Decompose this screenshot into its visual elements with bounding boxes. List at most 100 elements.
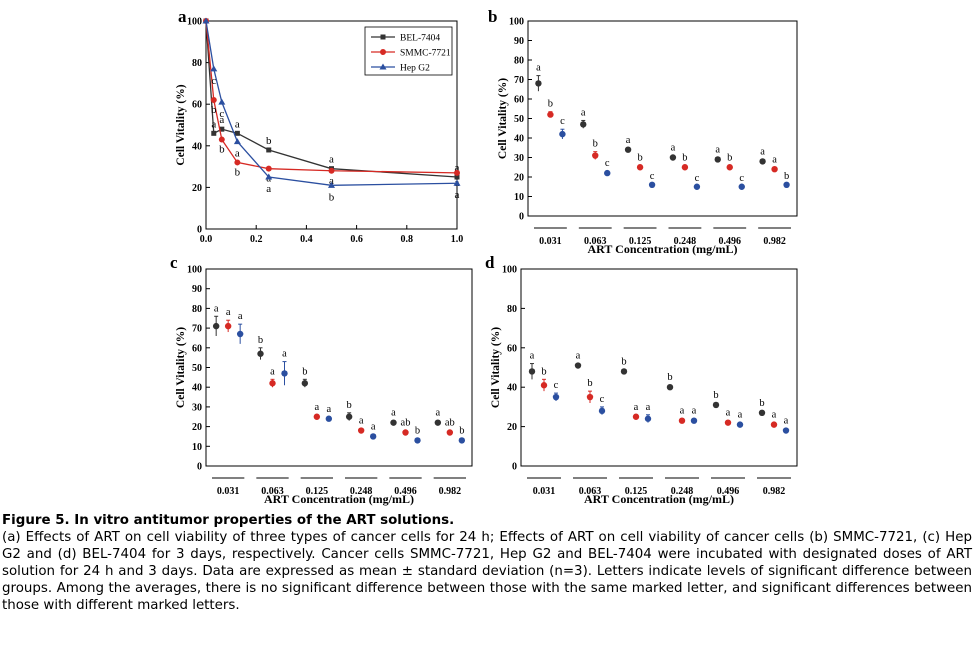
plot-frame <box>205 268 473 467</box>
data-point <box>759 158 766 165</box>
significance-letter: a <box>455 162 460 174</box>
legend-marker <box>379 63 387 70</box>
significance-letter: a <box>536 63 541 74</box>
significance-letter: a <box>214 303 219 314</box>
data-point <box>712 401 720 409</box>
x-tick-label: 0.2 <box>250 234 263 245</box>
data-point <box>738 183 745 190</box>
significance-letter: a <box>266 183 271 195</box>
y-tick-label: 0 <box>512 462 517 473</box>
data-point <box>390 419 397 426</box>
data-point <box>736 421 744 428</box>
significance-letter: b <box>667 372 672 383</box>
data-point <box>236 330 244 338</box>
significance-letter: b <box>621 356 626 367</box>
significance-letter: a <box>646 402 651 413</box>
significance-letter: b <box>548 99 553 110</box>
y-tick-label: 20 <box>507 422 517 433</box>
x-tick-label: 1.0 <box>451 234 464 245</box>
x-category-label: 0.982 <box>763 236 786 247</box>
caption-text: (a) Effects of ART on cell viability of … <box>2 530 972 613</box>
legend-label: Hep G2 <box>400 64 430 74</box>
x-category-label: 0.982 <box>439 486 462 497</box>
data-point <box>218 136 225 143</box>
significance-letter: ab <box>445 418 455 429</box>
x-tick-label: 0.8 <box>401 234 414 245</box>
x-category-label: 0.248 <box>671 486 694 497</box>
data-point <box>592 152 599 159</box>
panel-label-c: c <box>170 253 178 272</box>
data-point <box>598 407 606 415</box>
significance-letter: a <box>235 148 240 160</box>
significance-letter: b <box>727 152 732 163</box>
x-category-label: 0.063 <box>579 486 602 497</box>
plot-frame <box>205 20 458 230</box>
y-tick-label: 10 <box>192 442 202 453</box>
significance-letter: a <box>626 135 631 146</box>
significance-letter: a <box>226 307 231 318</box>
data-point <box>328 167 335 174</box>
panel-a: a 0 20 40 60 80 100 Cell Vitality (%) 0.0 0.2 0.4 0… <box>175 7 463 245</box>
x-axis-label: ART Concentration (mg/mL) <box>264 492 414 506</box>
significance-letter: c <box>600 394 605 405</box>
y-tick-label: 50 <box>192 363 202 374</box>
legend-label: SMMC-7721 <box>400 49 451 59</box>
y-tick-label: 80 <box>507 304 517 315</box>
y-tick-label: 20 <box>192 422 202 433</box>
panel-label-b: b <box>488 7 497 26</box>
data-point <box>632 413 640 420</box>
significance-letter: b <box>713 390 718 401</box>
data-point <box>266 147 272 153</box>
significance-letter: a <box>530 351 535 362</box>
y-tick-label: 80 <box>192 304 202 315</box>
significance-letter: b <box>302 366 307 377</box>
y-tick-label: 100 <box>502 265 517 276</box>
data-point <box>678 417 686 424</box>
data-point <box>313 413 321 420</box>
y-tick-label: 20 <box>514 173 524 184</box>
data-point <box>402 429 409 436</box>
y-tick-label: 90 <box>192 284 202 295</box>
significance-letter: a <box>329 175 334 187</box>
panel-label-d: d <box>485 253 495 272</box>
data-point <box>218 98 226 105</box>
data-point <box>210 65 218 72</box>
y-axis-label: Cell Vitality (%) <box>175 84 187 165</box>
y-tick-label: 10 <box>514 192 524 203</box>
significance-letter: a <box>680 406 685 417</box>
y-tick-label: 50 <box>514 114 524 125</box>
significance-letter: c <box>650 171 655 182</box>
plot-frame <box>527 20 798 217</box>
data-point <box>666 384 674 391</box>
data-point <box>771 166 778 173</box>
y-tick-label: 40 <box>192 141 202 152</box>
significance-letter: b <box>593 139 598 150</box>
x-category-label: 0.248 <box>350 486 373 497</box>
panel-b: b 0 10 20 30 40 50 60 70 80 90 100 Cell Vitality (%)… <box>488 7 798 256</box>
data-point <box>224 322 232 330</box>
significance-letter: b <box>347 400 352 411</box>
x-category-label: 0.496 <box>394 486 417 497</box>
significance-letter: b <box>266 135 272 147</box>
x-tick-label: 0.4 <box>300 234 313 245</box>
data-point <box>714 156 721 163</box>
data-point <box>369 433 377 440</box>
x-axis-label: ART Concentration (mg/mL) <box>584 492 734 506</box>
significance-letter: c <box>211 75 216 87</box>
data-point <box>644 415 652 422</box>
data-point <box>446 429 454 436</box>
significance-letter: a <box>211 118 216 130</box>
x-category-label: 0.125 <box>629 236 652 247</box>
significance-letter: a <box>371 421 376 432</box>
caption-title: Figure 5. In vitro antitumor properties … <box>2 513 455 528</box>
y-tick-label: 30 <box>514 153 524 164</box>
data-point <box>345 413 353 420</box>
data-point <box>540 382 548 389</box>
y-tick-label: 80 <box>192 58 202 69</box>
data-point <box>453 179 461 186</box>
significance-letter: b <box>637 152 642 163</box>
y-tick-label: 80 <box>514 56 524 67</box>
data-point <box>681 164 689 171</box>
y-tick-label: 100 <box>509 17 524 28</box>
